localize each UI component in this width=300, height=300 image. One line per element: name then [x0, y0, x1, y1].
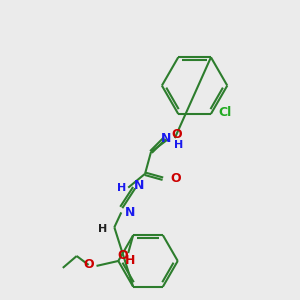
- Text: N: N: [134, 179, 145, 192]
- Text: O: O: [172, 128, 182, 141]
- Text: N: N: [160, 132, 171, 145]
- Text: H: H: [98, 224, 107, 234]
- Text: H: H: [117, 183, 126, 193]
- Text: O: O: [83, 258, 94, 272]
- Text: H: H: [125, 254, 135, 268]
- Text: H: H: [174, 140, 183, 150]
- Text: N: N: [125, 206, 136, 219]
- Text: O: O: [117, 248, 128, 262]
- Text: Cl: Cl: [219, 106, 232, 119]
- Text: O: O: [171, 172, 182, 185]
